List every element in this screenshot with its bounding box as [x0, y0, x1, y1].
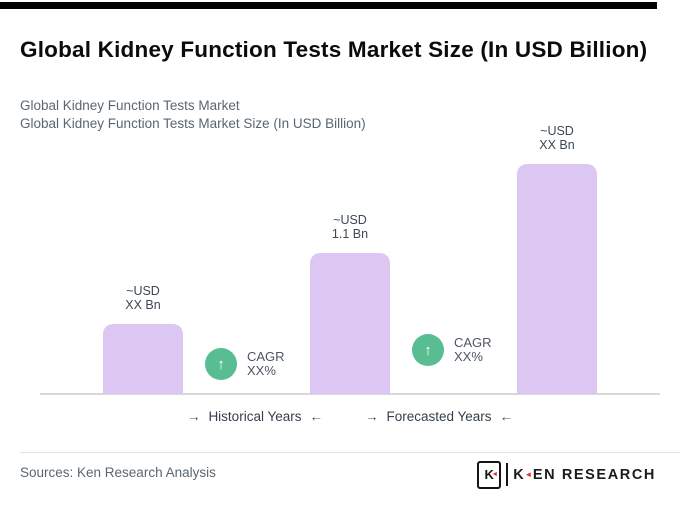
footer-divider: [20, 452, 680, 453]
cagr-text-line1: CAGR: [247, 348, 285, 364]
emblem-letter: K: [484, 467, 494, 482]
bar-value-line1: ~USD: [540, 124, 574, 138]
cagr-badge-1: ↑ CAGR XX%: [205, 348, 285, 380]
growth-arrow-icon: ↑: [205, 348, 237, 380]
bar-group-forecast: ~USD XX Bn: [497, 124, 617, 394]
emblem-red-triangle-icon: ◄: [491, 470, 499, 478]
bar-value-line1: ~USD: [126, 284, 160, 298]
bar-value-line2: XX Bn: [539, 138, 575, 152]
bar-value-label: ~USD XX Bn: [539, 124, 574, 152]
ken-research-logo: K ◄ K ◄ EN RESEARCH: [477, 460, 656, 489]
bar-value-label: ~USD XX Bn: [125, 284, 160, 312]
cagr-text-line1: CAGR: [454, 334, 492, 350]
axis-period-legend: → Historical Years ← → Forecasted Years …: [0, 409, 700, 424]
top-accent-bar: [0, 2, 657, 9]
right-arrow-icon: →: [364, 409, 379, 424]
cagr-text-line2: XX%: [247, 363, 276, 378]
wordmark-k: K: [513, 466, 526, 483]
bar-group-historical-start: ~USD XX Bn: [83, 284, 203, 394]
cagr-badge-2: ↑ CAGR XX%: [412, 334, 492, 366]
bar-value-label: ~USD 1.1 Bn: [332, 213, 368, 241]
cagr-text-line2: XX%: [454, 349, 483, 364]
bar-forecast: [517, 164, 597, 394]
bar-historical-end: [310, 253, 390, 394]
x-axis-baseline: [40, 393, 660, 395]
bar-historical-start: [103, 324, 183, 394]
left-arrow-icon: ←: [309, 409, 323, 424]
logo-separator: [506, 463, 509, 486]
forecasted-years-label: Forecasted Years: [386, 409, 492, 424]
cagr-label: CAGR XX%: [454, 334, 492, 365]
subtitle-line-1: Global Kidney Function Tests Market: [20, 98, 240, 113]
historical-years-label: Historical Years: [208, 409, 302, 424]
left-arrow-icon: ←: [499, 409, 514, 424]
subtitle-line-2: Global Kidney Function Tests Market Size…: [20, 116, 366, 131]
growth-arrow-icon: ↑: [412, 334, 444, 366]
page-title: Global Kidney Function Tests Market Size…: [20, 37, 648, 63]
sources-note: Sources: Ken Research Analysis: [20, 465, 216, 480]
bar-value-line2: XX Bn: [125, 298, 161, 312]
bar-group-historical-end: ~USD 1.1 Bn: [290, 213, 410, 394]
bar-value-line2: 1.1 Bn: [331, 227, 369, 241]
chart-subtitle: Global Kidney Function Tests Market Glob…: [20, 97, 580, 133]
bar-value-line1: ~USD: [333, 213, 367, 227]
wordmark-red-triangle-icon: ◄: [524, 470, 534, 479]
cagr-label: CAGR XX%: [247, 348, 285, 379]
wordmark-rest: EN RESEARCH: [532, 466, 656, 483]
ken-research-emblem-icon: K ◄: [477, 460, 502, 489]
historical-years-legend: → Historical Years ←: [187, 409, 323, 424]
right-arrow-icon: →: [186, 409, 201, 424]
ken-research-wordmark: K ◄ EN RESEARCH: [513, 467, 656, 483]
forecasted-years-legend: → Forecasted Years ←: [365, 409, 513, 424]
